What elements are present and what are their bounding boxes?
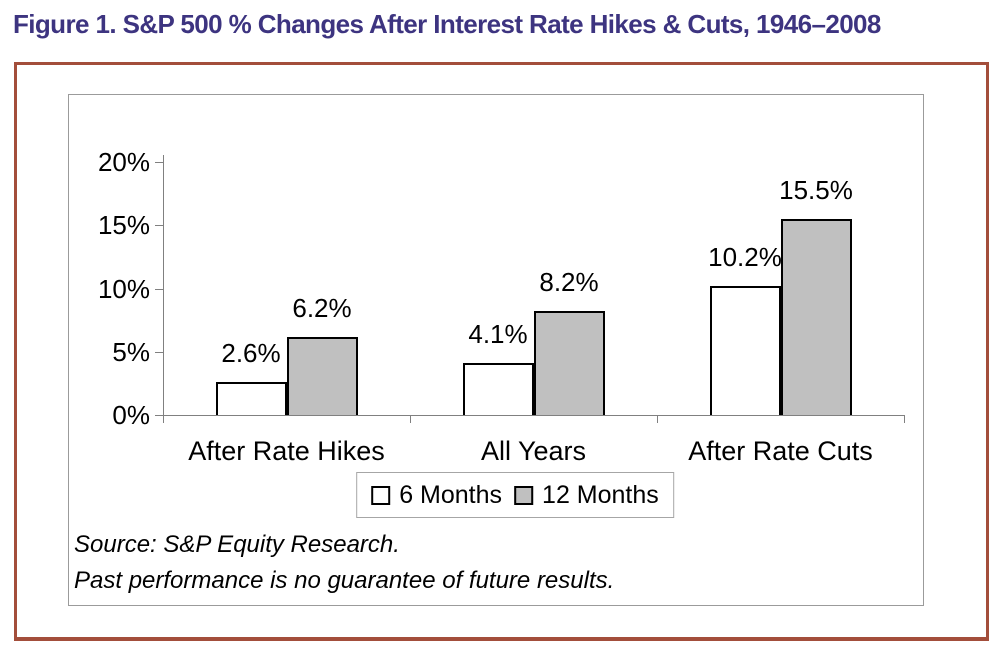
bar-6-months-after-rate-cuts <box>709 285 781 415</box>
y-axis-line <box>163 155 164 415</box>
y-axis-tick <box>155 415 163 416</box>
x-axis-tick <box>657 415 658 423</box>
legend-label-6-months: 6 Months <box>399 480 503 509</box>
x-axis-tick <box>904 415 905 423</box>
bar-value-label: 10.2% <box>708 241 782 272</box>
bar-6-months-all-years <box>462 363 534 415</box>
legend-item-12-months: 12 Months <box>514 481 659 510</box>
bar-value-label: 8.2% <box>539 267 599 298</box>
bar-12-months-all-years <box>533 311 605 415</box>
bar-value-label: 6.2% <box>292 292 352 323</box>
x-axis-tick <box>410 415 411 423</box>
legend-item-6-months: 6 Months <box>371 481 502 510</box>
bar-6-months-after-rate-hikes <box>215 382 287 415</box>
legend-swatch-12-months <box>514 485 534 505</box>
y-axis-tick <box>155 162 163 163</box>
y-axis-tick <box>155 288 163 290</box>
bar-value-label: 4.1% <box>468 319 528 350</box>
figure-title: Figure 1. S&P 500 % Changes After Intere… <box>13 9 881 39</box>
category-label: After Rate Cuts <box>688 436 873 466</box>
y-tick-label: 10% <box>97 273 150 304</box>
legend-label-12-months: 12 Months <box>542 480 659 509</box>
bar-12-months-after-rate-hikes <box>286 336 358 415</box>
category-label: All Years <box>480 436 587 466</box>
legend-swatch-6-months <box>371 485 391 505</box>
bar-value-label: 2.6% <box>221 338 281 369</box>
y-tick-label: 0% <box>112 400 150 430</box>
bar-12-months-after-rate-cuts <box>780 218 852 415</box>
y-axis-tick <box>155 351 163 353</box>
legend: 6 Months 12 Months <box>356 472 674 518</box>
y-tick-label: 5% <box>112 336 150 367</box>
y-tick-label: 15% <box>97 210 150 241</box>
y-tick-label: 20% <box>97 147 150 177</box>
y-axis-tick <box>155 225 163 227</box>
x-axis-line <box>163 415 905 416</box>
source-line: Source: S&P Equity Research. <box>74 531 400 558</box>
footer-notes: Source: S&P Equity Research. Past perfor… <box>74 527 614 599</box>
category-label: After Rate Hikes <box>188 436 385 466</box>
x-axis-tick <box>163 415 164 423</box>
bar-value-label: 15.5% <box>779 174 853 205</box>
disclaimer-line: Past performance is no guarantee of futu… <box>74 567 615 594</box>
